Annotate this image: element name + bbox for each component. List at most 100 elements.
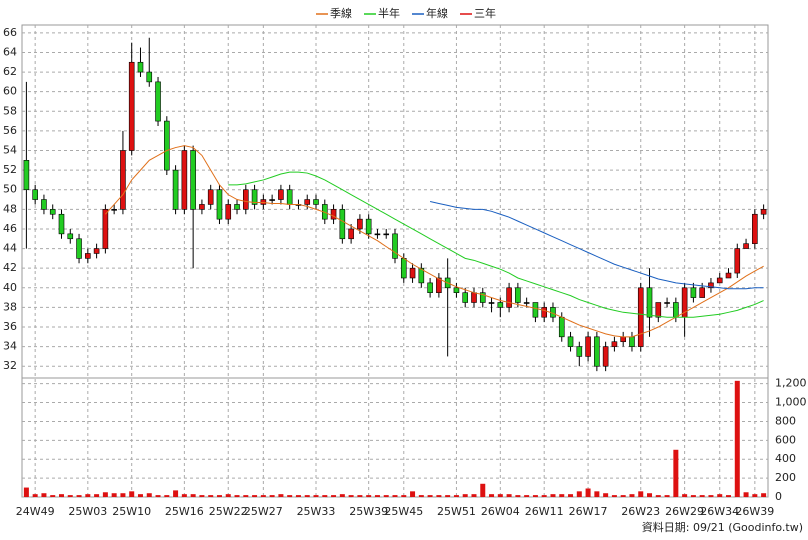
candle-body	[190, 150, 196, 210]
volume-bar	[383, 495, 389, 497]
x-tick-label: 25W39	[349, 505, 388, 518]
candle-body	[453, 287, 460, 293]
x-tick-label: 26W11	[525, 505, 564, 518]
x-tick-label: 26W29	[665, 505, 704, 518]
volume-bar	[173, 490, 179, 497]
y2-tick-label: 600	[775, 433, 796, 446]
candle-body	[392, 233, 398, 259]
y-tick-label: 52	[3, 163, 17, 176]
volume-bar	[287, 495, 293, 497]
candle-body	[111, 209, 117, 211]
candle-body	[725, 272, 732, 279]
volume-bar	[278, 494, 284, 497]
volume-bar	[304, 495, 310, 497]
volume-bar	[568, 494, 574, 497]
candle-body	[93, 248, 100, 254]
candle-body	[708, 282, 714, 289]
candle-body	[243, 189, 249, 210]
legend-label: 年線	[426, 6, 448, 20]
volume-bar	[489, 494, 495, 497]
x-tick-label: 25W16	[165, 505, 204, 518]
moving-average-line	[429, 201, 764, 290]
candle-body	[41, 199, 47, 210]
candle-body	[567, 336, 574, 347]
candle-body	[330, 209, 337, 220]
candle-body	[400, 258, 407, 279]
candle-body	[207, 189, 214, 205]
y-tick-label: 32	[3, 359, 17, 372]
volume-bar	[453, 495, 459, 497]
y2-tick-label: 1,000	[775, 396, 807, 409]
volume-bar	[374, 495, 380, 497]
candle-body	[532, 302, 539, 318]
volume-bar	[322, 495, 328, 497]
x-tick-label: 24W49	[16, 505, 55, 518]
y2-tick-label: 200	[775, 471, 796, 484]
x-tick-label: 25W33	[297, 505, 336, 518]
volume-bar	[208, 495, 214, 497]
y-tick-label: 38	[3, 300, 17, 313]
volume-bar	[331, 495, 337, 497]
volume-bar	[427, 495, 433, 497]
y-tick-label: 34	[3, 340, 17, 353]
y-tick-label: 56	[3, 124, 17, 137]
volume-bar	[673, 449, 679, 497]
volume-bar	[436, 495, 442, 497]
moving-average-line	[105, 145, 764, 338]
candle-body	[629, 336, 635, 347]
volume-bar	[94, 494, 100, 497]
volume-bar	[559, 494, 565, 497]
y2-tick-label: 1,200	[775, 377, 807, 390]
volume-bar	[410, 491, 416, 497]
volume-bar	[111, 493, 117, 497]
volume-bar	[137, 494, 143, 497]
volume-bar	[155, 495, 161, 497]
candle-body	[471, 292, 477, 303]
y-tick-label: 50	[3, 183, 17, 196]
volume-bar	[462, 494, 468, 497]
candle-body	[23, 160, 30, 191]
volume-bar	[58, 494, 64, 497]
candle-body	[383, 233, 390, 236]
candle-body	[58, 213, 65, 235]
volume-bar	[594, 491, 600, 497]
candle-body	[488, 302, 495, 304]
volume-bar	[76, 495, 82, 497]
volume-bar	[611, 495, 617, 497]
candle-body	[462, 292, 469, 303]
x-tick-label: 25W03	[68, 505, 107, 518]
volume-bar	[603, 493, 609, 497]
moving-average-line	[228, 171, 764, 318]
candle-body	[743, 243, 749, 249]
volume-bar	[647, 493, 653, 497]
volume-bar	[50, 495, 56, 497]
volume-bar	[339, 494, 345, 497]
candle-body	[620, 336, 626, 343]
volume-bar	[102, 492, 108, 497]
candle-body	[269, 199, 275, 201]
x-tick-label: 26W04	[481, 505, 520, 518]
candle-body	[32, 189, 38, 200]
candle-body	[576, 346, 583, 357]
volume-bar	[41, 493, 47, 497]
candle-body	[102, 209, 109, 249]
x-tick-label: 25W22	[209, 505, 248, 518]
candle-body	[357, 218, 363, 230]
volume-bar	[726, 495, 732, 497]
candle-body	[85, 253, 91, 259]
y-tick-label: 62	[3, 65, 17, 78]
y-tick-label: 58	[3, 104, 17, 117]
y-tick-label: 64	[3, 45, 17, 58]
volume-bar	[225, 494, 231, 497]
y-tick-label: 36	[3, 320, 17, 333]
volume-bar	[366, 495, 372, 497]
footnote: 資料日期: 09/21 (Goodinfo.tw)	[642, 520, 803, 534]
candle-body	[655, 302, 662, 318]
volume-bar	[120, 493, 126, 497]
candle-body	[339, 209, 346, 240]
volume-bar	[532, 495, 538, 497]
volume-bar	[234, 495, 240, 497]
volume-bar	[295, 495, 301, 497]
volume-bar	[743, 492, 749, 497]
candle-body	[278, 189, 284, 200]
